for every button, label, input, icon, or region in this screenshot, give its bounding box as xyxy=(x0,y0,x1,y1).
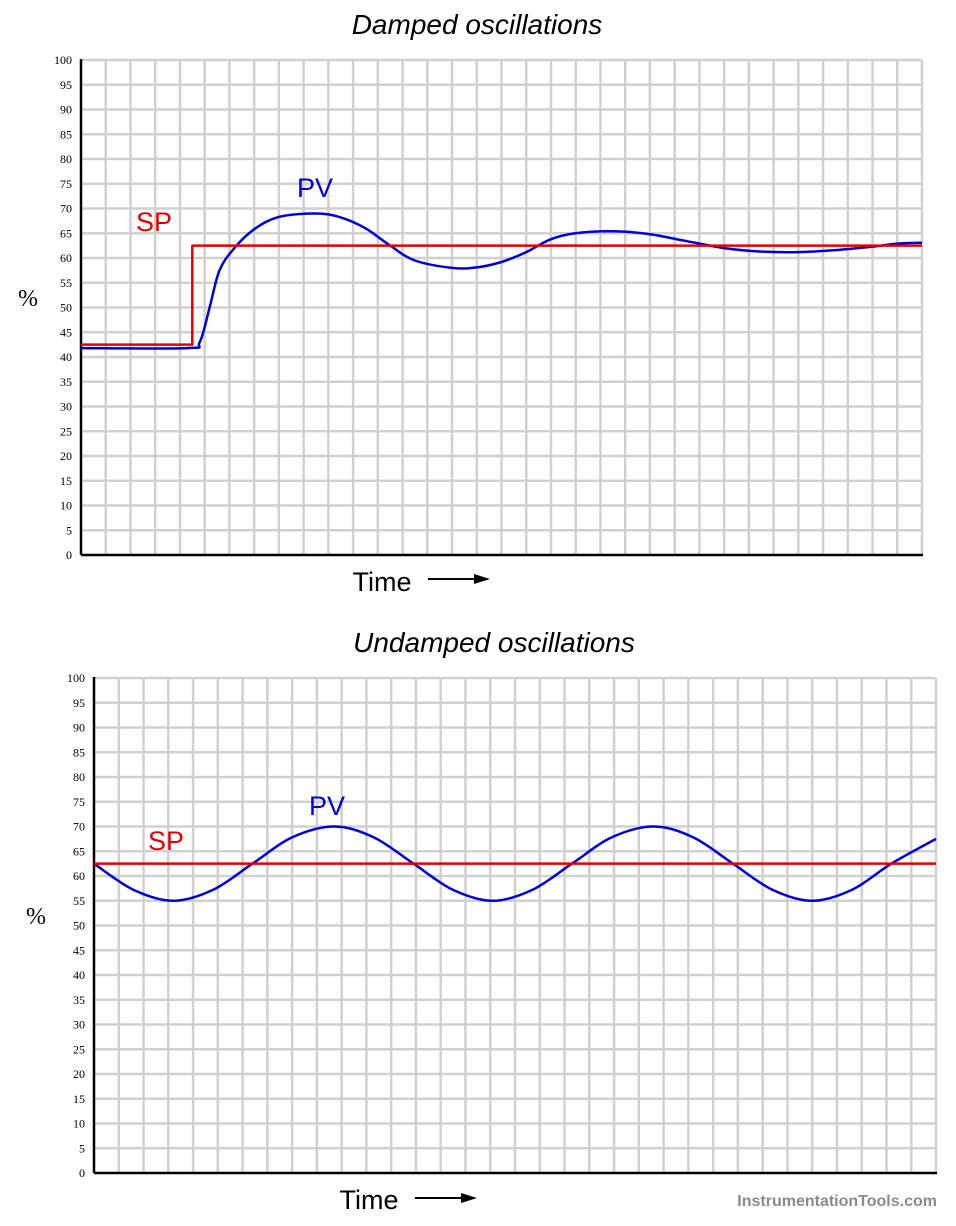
x-axis-label: Time xyxy=(340,1185,399,1215)
y-tick-label: 55 xyxy=(60,276,72,290)
chart-damped: Damped oscillations 0 5 10 15 20 25 30 35 40 45 50… xyxy=(18,9,924,597)
y-tick-label: 0 xyxy=(79,1166,85,1180)
grid xyxy=(94,676,938,1173)
series-lines xyxy=(93,825,937,903)
y-tick-label: 65 xyxy=(60,226,72,240)
y-tick-label: 20 xyxy=(73,1067,85,1081)
sp-label: SP xyxy=(136,207,172,237)
y-tick-label: 0 xyxy=(66,548,72,562)
axes xyxy=(92,677,937,1175)
y-tick-label: 35 xyxy=(73,993,85,1007)
y-tick-label: 60 xyxy=(73,869,85,883)
y-tick-label: 30 xyxy=(73,1018,85,1032)
series-lines xyxy=(80,212,923,350)
y-tick-label: 5 xyxy=(79,1141,85,1155)
chart-title: Undamped oscillations xyxy=(353,627,635,658)
y-tick-label: 15 xyxy=(60,474,72,488)
y-tick-label: 45 xyxy=(73,943,85,957)
watermark: InstrumentationTools.com xyxy=(737,1193,937,1210)
grid xyxy=(81,58,924,555)
y-tick-label: 30 xyxy=(60,400,72,414)
y-tick-label: 90 xyxy=(60,103,72,117)
time-arrow-icon xyxy=(415,1193,477,1203)
chart-undamped: Undamped oscillations 0 5 10 15 20 25 30 35 40 45… xyxy=(26,627,938,1215)
y-tick-label: 60 xyxy=(60,251,72,265)
chart-title: Damped oscillations xyxy=(352,9,603,40)
y-tick-labels: 0 5 10 15 20 25 30 35 40 45 50 55 60 65 70 75 80 85 90 95 10… xyxy=(54,53,72,562)
axes xyxy=(79,59,923,557)
x-axis-label: Time xyxy=(353,567,412,597)
y-tick-label: 10 xyxy=(73,1117,85,1131)
time-arrow-icon xyxy=(428,574,490,584)
y-tick-label: 55 xyxy=(73,894,85,908)
pv-label: PV xyxy=(309,791,345,821)
y-tick-label: 80 xyxy=(60,152,72,166)
y-tick-label: 25 xyxy=(60,424,72,438)
y-tick-label: 100 xyxy=(54,53,72,67)
y-tick-label: 95 xyxy=(73,696,85,710)
y-tick-label: 90 xyxy=(73,721,85,735)
pv-label: PV xyxy=(297,173,333,203)
pv-line xyxy=(80,212,923,350)
y-tick-label: 50 xyxy=(60,301,72,315)
y-tick-label: 100 xyxy=(67,671,85,685)
sp-label: SP xyxy=(148,826,184,856)
y-tick-label: 10 xyxy=(60,499,72,513)
pv-line xyxy=(93,825,937,903)
y-tick-label: 85 xyxy=(73,745,85,759)
y-axis-label: % xyxy=(18,286,38,312)
y-tick-label: 85 xyxy=(60,127,72,141)
y-tick-labels: 0 5 10 15 20 25 30 35 40 45 50 55 60 65 70 75 80 85 90 95 10… xyxy=(67,671,85,1180)
y-tick-label: 5 xyxy=(66,523,72,537)
y-tick-label: 75 xyxy=(73,795,85,809)
y-tick-label: 35 xyxy=(60,375,72,389)
y-tick-label: 95 xyxy=(60,78,72,92)
y-tick-label: 20 xyxy=(60,449,72,463)
y-tick-label: 75 xyxy=(60,177,72,191)
y-tick-label: 15 xyxy=(73,1092,85,1106)
y-tick-label: 45 xyxy=(60,325,72,339)
sp-line xyxy=(81,244,922,346)
y-tick-label: 80 xyxy=(73,770,85,784)
y-tick-label: 65 xyxy=(73,844,85,858)
y-tick-label: 40 xyxy=(73,968,85,982)
y-axis-label: % xyxy=(26,904,46,930)
y-tick-label: 70 xyxy=(73,820,85,834)
y-tick-label: 40 xyxy=(60,350,72,364)
y-tick-label: 50 xyxy=(73,919,85,933)
y-tick-label: 25 xyxy=(73,1042,85,1056)
y-tick-label: 70 xyxy=(60,202,72,216)
